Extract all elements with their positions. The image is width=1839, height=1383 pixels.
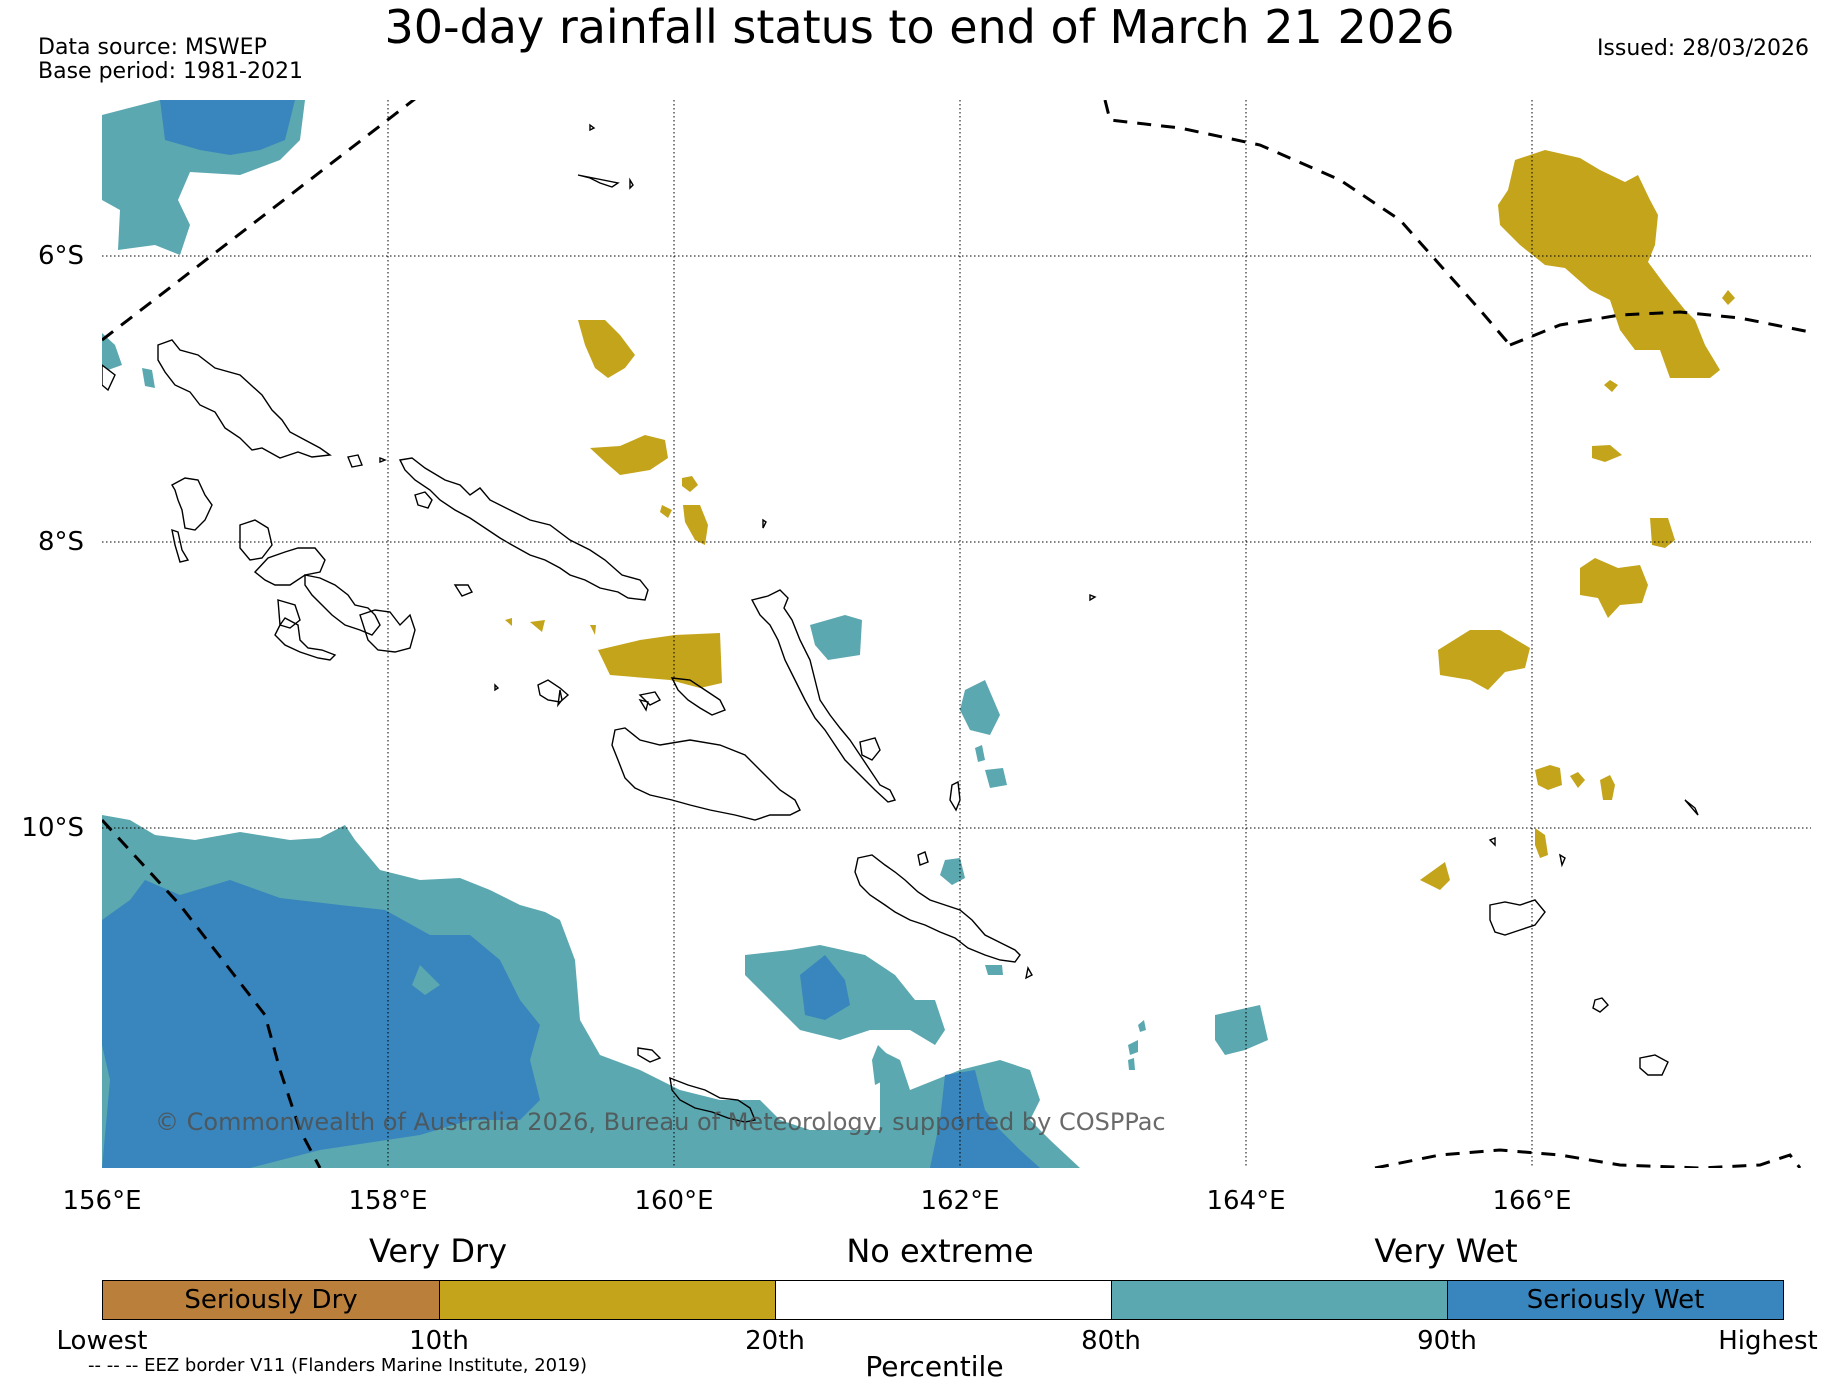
legend-seriously-dry: Seriously Dry	[102, 1280, 440, 1320]
legend-seriously-wet: Seriously Wet	[1447, 1280, 1784, 1320]
dry-area-ne	[1498, 150, 1720, 378]
eez-note: -- -- -- EEZ border V11 (Flanders Marine…	[88, 1355, 588, 1376]
base-period: Base period: 1981-2021	[38, 59, 303, 84]
issued-date: Issued: 28/03/2026	[1596, 36, 1809, 61]
legend-no-extreme: No extreme	[846, 1232, 1034, 1270]
lon-label-166e: 166°E	[1492, 1186, 1572, 1216]
rainfall-map	[102, 100, 1811, 1168]
lon-label-158e: 158°E	[348, 1186, 428, 1216]
legend-seriously-dry-label: Seriously Dry	[184, 1285, 358, 1315]
map-title: 30-day rainfall status to end of March 2…	[384, 0, 1455, 54]
eez-border	[102, 100, 1811, 1168]
lon-label-156e: 156°E	[62, 1186, 142, 1216]
legend-no-extreme-swatch	[775, 1280, 1112, 1320]
data-source-block: Data source: MSWEP Base period: 1981-202…	[38, 36, 303, 84]
lon-label-164e: 164°E	[1206, 1186, 1286, 1216]
legend-very-wet: Very Wet	[1374, 1232, 1518, 1270]
data-source: Data source: MSWEP	[38, 35, 267, 60]
legend-very-dry: Very Dry	[368, 1232, 508, 1270]
gridlines	[102, 100, 1811, 1168]
percentile-axis-label: Percentile	[865, 1350, 1004, 1383]
seriously-wet-area-nw	[160, 100, 295, 155]
pct-80th: 80th	[1081, 1326, 1141, 1356]
coastlines	[102, 123, 1699, 1123]
pct-highest: Highest	[1718, 1326, 1818, 1356]
legend-very-dry-swatch	[439, 1280, 776, 1320]
lon-label-162e: 162°E	[920, 1186, 1000, 1216]
pct-lowest: Lowest	[56, 1326, 148, 1356]
lat-label-6s: 6°S	[37, 241, 84, 271]
pct-20th: 20th	[745, 1326, 805, 1356]
dry-area-centre	[598, 633, 722, 688]
lat-label-10s: 10°S	[21, 813, 84, 843]
lon-label-160e: 160°E	[634, 1186, 714, 1216]
copyright-note: © Commonwealth of Australia 2026, Bureau…	[155, 1108, 1166, 1136]
seriously-wet-area-sw	[102, 880, 540, 1168]
lat-label-8s: 8°S	[37, 527, 84, 557]
legend-very-wet-swatch	[1111, 1280, 1448, 1320]
legend-seriously-wet-label: Seriously Wet	[1526, 1285, 1705, 1315]
pct-10th: 10th	[409, 1326, 469, 1356]
pct-90th: 90th	[1417, 1326, 1477, 1356]
